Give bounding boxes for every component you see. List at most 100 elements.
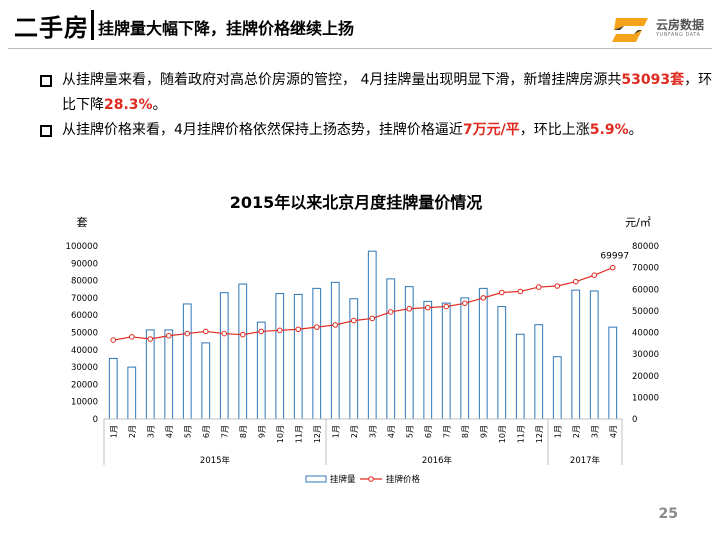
x-tick-label: 11月 — [294, 425, 303, 443]
year-label: 2017年 — [570, 455, 601, 466]
left-axis-tick-label: 50000 — [71, 329, 98, 339]
x-tick-label: 11月 — [516, 425, 525, 443]
x-tick-label: 3月 — [146, 425, 155, 438]
x-tick-label: 2月 — [350, 425, 359, 438]
legend-bar-label: 挂牌量 — [330, 474, 356, 485]
right-axis-tick-label: 10000 — [632, 393, 659, 403]
point-listing-price — [202, 328, 209, 335]
company-logo: 云房数据 YUNFANG DATA — [608, 14, 708, 48]
right-axis-tick-label: 60000 — [632, 285, 659, 295]
x-tick-label: 1月 — [553, 425, 562, 438]
left-axis-tick-label: 70000 — [71, 294, 98, 304]
logo-name: 云房数据 — [656, 18, 705, 32]
page-title: 二手房 — [14, 13, 89, 42]
point-listing-price — [110, 337, 117, 343]
point-listing-price — [350, 317, 357, 324]
header-divider — [8, 48, 712, 49]
x-tick-label: 10月 — [276, 425, 285, 443]
point-listing-price — [609, 264, 616, 271]
x-tick-label: 10月 — [498, 425, 507, 443]
logo-icon — [612, 18, 648, 42]
point-listing-price — [424, 304, 431, 311]
left-axis-tick-label: 0 — [93, 415, 98, 425]
bar-listing-volume — [201, 342, 211, 420]
bar-listing-volume — [589, 290, 599, 420]
x-tick-label: 12月 — [313, 425, 322, 443]
bar-listing-volume — [571, 289, 581, 420]
x-tick-label: 1月 — [331, 425, 340, 438]
point-listing-price — [406, 305, 413, 312]
point-listing-price — [165, 332, 172, 339]
point-listing-price — [480, 295, 487, 301]
right-axis-tick-label: 40000 — [632, 329, 659, 339]
x-tick-label: 9月 — [479, 425, 488, 438]
bar-listing-volume — [275, 293, 285, 420]
point-listing-price — [369, 315, 376, 322]
bullet-marker-icon — [40, 125, 52, 137]
bar-listing-volume — [386, 278, 396, 420]
page-header: 二手房 挂牌量大幅下降，挂牌价格继续上扬 — [14, 6, 354, 44]
highlight-price-change: 5.9% — [589, 122, 629, 138]
highlight-volume-change: 28.3% — [104, 97, 153, 113]
bar-listing-volume — [367, 250, 377, 420]
highlight-price: 7万元/平 — [462, 122, 520, 138]
bar-listing-volume — [608, 326, 618, 420]
x-tick-label: 7月 — [442, 425, 451, 438]
page-subtitle: 挂牌量大幅下降，挂牌价格继续上扬 — [98, 18, 355, 38]
listing-chart: 2015年以来北京月度挂牌量价情况套 元/㎡ 0 10000 20000 30000 400… — [60, 188, 660, 490]
point-listing-price — [591, 272, 598, 278]
right-axis-tick-label: 50000 — [632, 307, 659, 317]
bar-listing-volume — [108, 357, 118, 420]
legend-line-label: 挂牌价格 — [386, 474, 421, 485]
logo-subname: YUNFANG DATA — [656, 32, 701, 38]
point-listing-price — [517, 288, 524, 295]
point-listing-price — [239, 331, 246, 338]
bar-listing-volume — [423, 300, 433, 420]
bullet-text-part: ，环比上涨 — [519, 122, 590, 138]
left-axis-tick-label: 100000 — [66, 242, 98, 252]
highlight-volume: 53093套 — [621, 72, 685, 88]
bar-listing-volume — [312, 287, 322, 420]
bar-listing-volume — [349, 298, 359, 420]
right-axis-tick-label: 30000 — [632, 350, 659, 360]
page-number: 25 — [658, 506, 678, 522]
year-label: 2015年 — [200, 455, 231, 466]
left-axis-tick-label: 40000 — [71, 346, 98, 356]
point-listing-price — [461, 300, 468, 307]
point-listing-price — [258, 328, 265, 335]
x-tick-label: 12月 — [535, 425, 544, 443]
x-tick-label: 4月 — [609, 425, 618, 438]
bar-listing-volume — [145, 329, 155, 420]
bullet-text-part: 从挂牌量来看，随着政府对高总价房源的管控， 4月挂牌量出现明显下滑，新增挂牌房源… — [62, 72, 622, 88]
x-tick-label: 6月 — [424, 425, 433, 438]
point-listing-price — [295, 326, 302, 333]
x-tick-label: 2月 — [572, 425, 581, 438]
left-axis-tick-label: 90000 — [71, 259, 98, 269]
bar-listing-volume — [219, 292, 229, 420]
left-axis-unit: 套 — [77, 216, 88, 229]
x-tick-label: 3月 — [590, 425, 599, 438]
bar-listing-volume — [441, 302, 451, 420]
x-tick-label: 8月 — [239, 425, 248, 438]
bar-listing-volume — [164, 329, 174, 420]
bullet-listing-volume: 从挂牌量来看，随着政府对高总价房源的管控， 4月挂牌量出现明显下滑，新增挂牌房源… — [40, 68, 720, 118]
bar-listing-volume — [182, 303, 192, 420]
bar-listing-volume — [127, 366, 137, 420]
chart-title: 2015年以来北京月度挂牌量价情况 — [230, 193, 483, 212]
x-tick-label: 5月 — [183, 425, 192, 438]
left-axis-tick-label: 60000 — [71, 311, 98, 321]
left-axis-tick-label: 10000 — [71, 398, 98, 408]
left-axis-tick-label: 80000 — [71, 277, 98, 287]
x-tick-label: 6月 — [202, 425, 211, 438]
left-axis-tick-label: 20000 — [71, 380, 98, 390]
bar-listing-volume — [293, 293, 303, 420]
year-label: 2016年 — [422, 455, 453, 466]
x-tick-label: 2月 — [128, 425, 137, 438]
right-axis-unit: 元/㎡ — [625, 216, 651, 229]
right-axis-tick-label: 80000 — [632, 242, 659, 252]
bar-listing-volume — [478, 287, 488, 420]
point-listing-price — [572, 278, 579, 285]
x-tick-label: 9月 — [257, 425, 266, 438]
point-listing-price — [387, 309, 394, 315]
